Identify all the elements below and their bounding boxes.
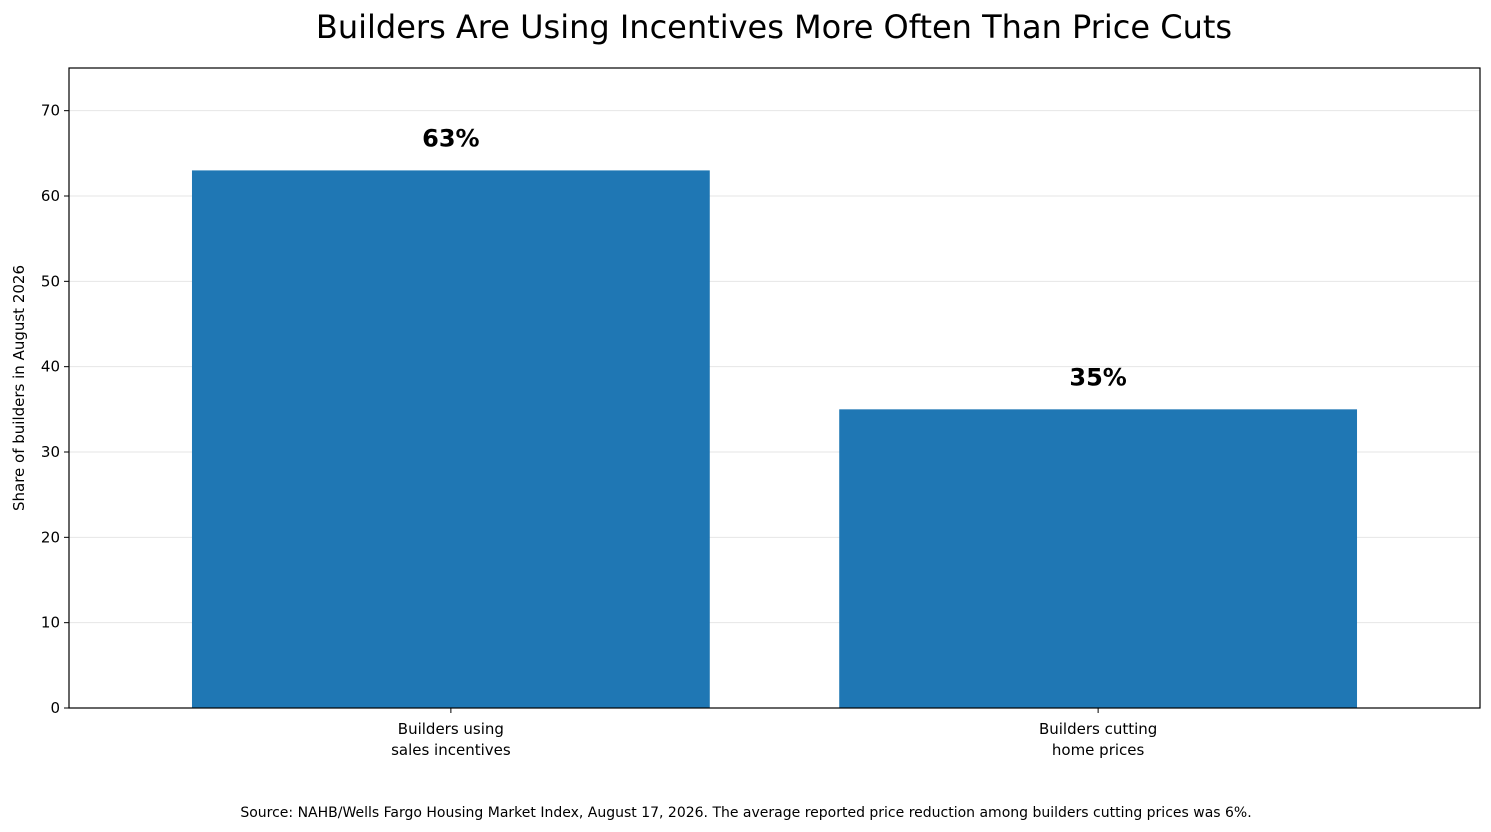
y-tick-label: 70 bbox=[41, 102, 60, 120]
chart-title: Builders Are Using Incentives More Often… bbox=[316, 8, 1232, 46]
x-tick-label: sales incentives bbox=[391, 741, 511, 759]
x-axis: Builders using sales incentives Builders c… bbox=[391, 708, 1157, 759]
y-tick-label: 10 bbox=[41, 614, 60, 632]
x-tick-label: home prices bbox=[1052, 741, 1145, 759]
y-axis-label: Share of builders in August 2026 bbox=[10, 265, 28, 511]
bar bbox=[191, 170, 710, 708]
y-tick-label: 20 bbox=[41, 528, 60, 546]
data-label: 63% bbox=[422, 124, 479, 152]
y-tick-label: 30 bbox=[41, 443, 60, 461]
y-axis: 0 10 20 30 40 50 60 70 bbox=[41, 102, 69, 717]
data-labels: 63% 35% bbox=[422, 124, 1127, 391]
bars bbox=[191, 170, 1358, 708]
source-note: Source: NAHB/Wells Fargo Housing Market … bbox=[240, 805, 1251, 821]
y-tick-label: 60 bbox=[41, 187, 60, 205]
y-tick-label: 0 bbox=[50, 699, 60, 717]
bar bbox=[839, 409, 1358, 708]
plot-frame bbox=[68, 67, 1481, 709]
x-tick-label: Builders using bbox=[398, 720, 504, 738]
y-tick-label: 40 bbox=[41, 358, 60, 376]
x-tick-label: Builders cutting bbox=[1039, 720, 1157, 738]
data-label: 35% bbox=[1069, 363, 1126, 391]
y-tick-label: 50 bbox=[41, 272, 60, 290]
